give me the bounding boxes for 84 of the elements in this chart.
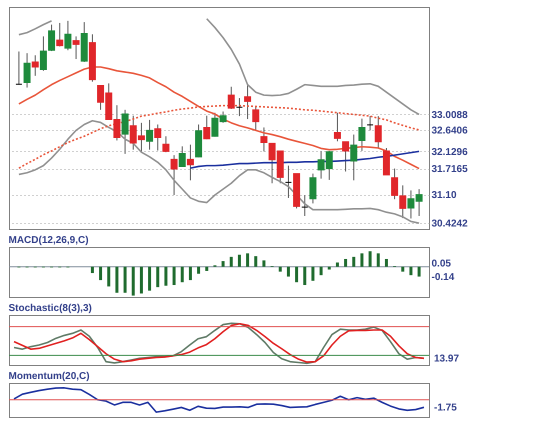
bar xyxy=(148,266,152,291)
candlestick xyxy=(228,86,235,110)
y-tick-label: 31.7165 xyxy=(432,164,468,176)
bar xyxy=(124,266,127,293)
bar xyxy=(205,266,208,271)
y-tick-label: 33.0088 xyxy=(432,110,468,121)
y-tick-label: 30.4242 xyxy=(432,218,468,230)
candlestick xyxy=(24,52,31,88)
candlestick xyxy=(40,36,47,72)
bar xyxy=(360,253,364,267)
candlestick xyxy=(309,173,316,204)
candlestick xyxy=(244,84,252,120)
bar xyxy=(164,266,168,286)
bar xyxy=(140,266,143,294)
candlestick xyxy=(342,141,350,172)
bar xyxy=(222,261,225,267)
y-tick-label: 0.05 xyxy=(432,258,452,270)
bar xyxy=(401,266,404,272)
candlestick xyxy=(64,20,72,51)
candlestick xyxy=(334,112,341,142)
bar xyxy=(230,256,233,267)
bar xyxy=(238,254,241,267)
bar xyxy=(197,266,200,274)
candlestick xyxy=(122,109,129,154)
bar xyxy=(278,266,282,272)
bar xyxy=(320,266,323,276)
bar xyxy=(418,266,421,277)
candlestick xyxy=(252,106,260,131)
candlestick xyxy=(154,124,162,152)
chart-title: MACD(12,26,9,C) xyxy=(8,235,89,246)
chart-title: Stochastic(8(3),3) xyxy=(8,303,92,314)
bar xyxy=(107,266,110,286)
bar xyxy=(368,251,372,267)
candlestick xyxy=(374,116,382,149)
y-tick-label: -0.14 xyxy=(432,272,455,284)
chart-title: Momentum(20,C) xyxy=(8,371,90,382)
candlestick xyxy=(72,36,80,60)
bar xyxy=(376,253,380,267)
bar xyxy=(254,256,258,267)
candlestick xyxy=(260,126,268,152)
bar xyxy=(90,266,94,274)
candlestick xyxy=(366,116,374,131)
text: -1.75 xyxy=(434,402,458,414)
bar xyxy=(172,266,176,286)
bar xyxy=(409,266,412,276)
bar xyxy=(286,266,290,277)
candlestick xyxy=(301,194,308,216)
candlestick xyxy=(178,146,186,168)
bar xyxy=(180,266,184,282)
bar xyxy=(246,253,250,267)
candlestick xyxy=(48,24,56,52)
candlestick xyxy=(162,136,170,153)
candlestick xyxy=(186,144,194,181)
candlestick xyxy=(170,154,178,196)
candlestick xyxy=(203,115,210,140)
candlestick xyxy=(15,50,22,86)
line-series xyxy=(18,66,420,170)
bar xyxy=(132,266,135,296)
bar xyxy=(384,258,388,267)
candlestick xyxy=(32,54,39,76)
bar xyxy=(336,262,339,267)
bar xyxy=(295,266,298,282)
bar xyxy=(188,266,192,280)
line-series xyxy=(18,120,420,224)
y-tick-label: 32.6406 xyxy=(432,125,468,136)
bar xyxy=(352,256,356,267)
bar xyxy=(311,266,314,281)
bar xyxy=(156,266,160,288)
bar xyxy=(328,266,331,270)
candlestick xyxy=(236,98,243,117)
bar xyxy=(115,266,118,293)
bar xyxy=(262,260,266,267)
bar xyxy=(303,266,306,286)
y-tick-label: 31.10 xyxy=(432,190,457,202)
candlestick xyxy=(350,134,358,181)
bar xyxy=(344,258,348,267)
candlestick xyxy=(146,119,154,150)
candlestick xyxy=(358,118,366,152)
candlestick xyxy=(382,148,390,176)
text: 13.97 xyxy=(434,353,460,364)
bar xyxy=(99,266,102,280)
candlestick xyxy=(56,22,64,47)
candlestick xyxy=(284,165,292,198)
y-tick-label: 32.1296 xyxy=(432,146,468,158)
